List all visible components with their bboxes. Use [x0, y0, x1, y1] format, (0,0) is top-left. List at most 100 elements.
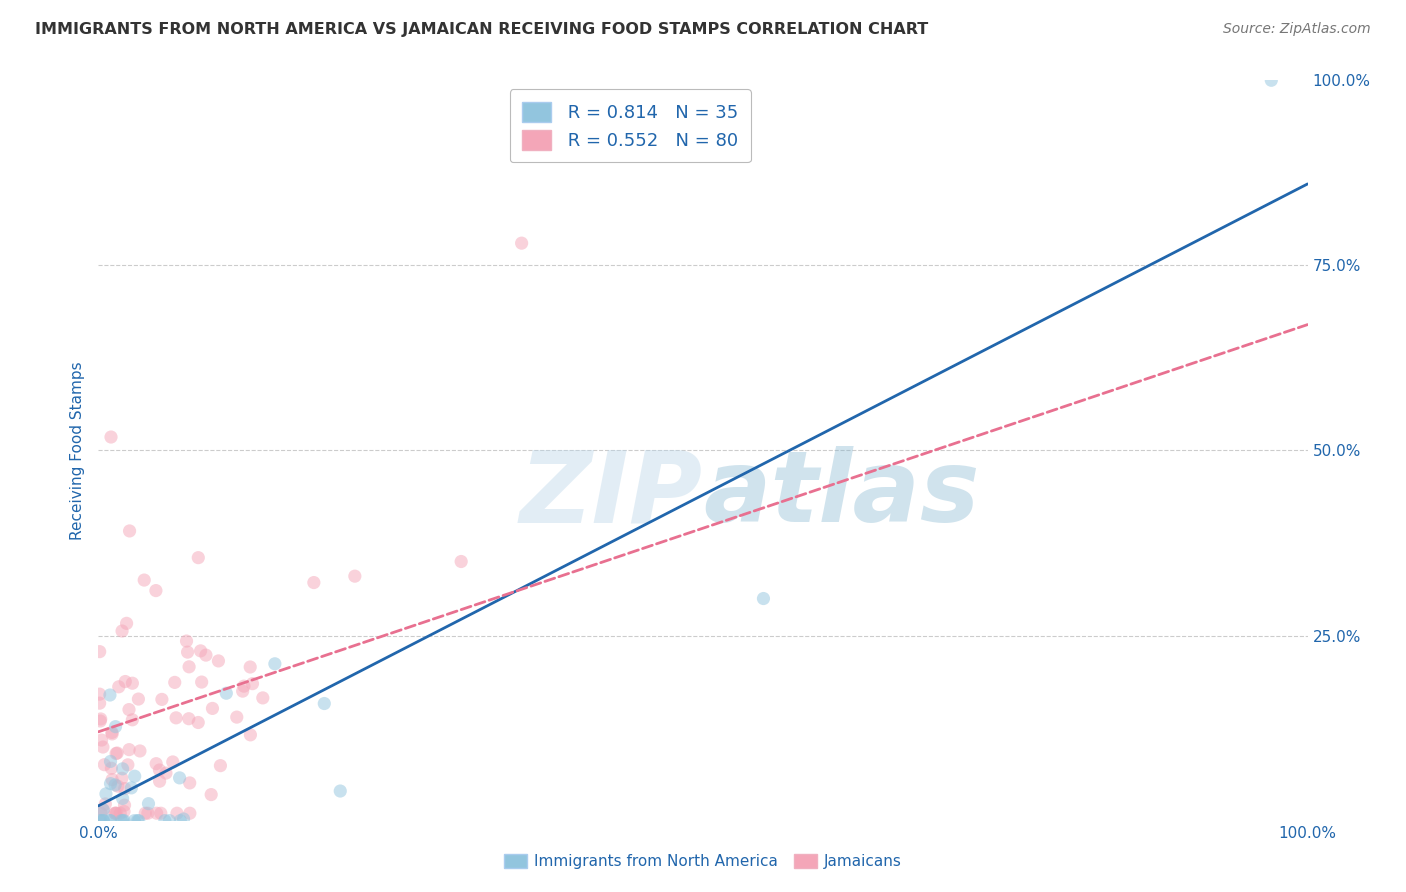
Point [100, 814, 122, 828]
Point [149, 806, 172, 821]
Point [129, 744, 152, 758]
Point [450, 555, 472, 569]
Point [187, 550, 209, 565]
Point [98, 688, 121, 702]
Point [163, 675, 186, 690]
Point [104, 720, 127, 734]
Point [115, 616, 138, 631]
Point [177, 660, 200, 674]
Point [118, 524, 141, 538]
Point [107, 680, 129, 694]
Point [138, 797, 160, 811]
Point [114, 674, 136, 689]
Point [91, 803, 114, 817]
Point [112, 805, 135, 819]
Point [149, 774, 172, 789]
Point [111, 762, 134, 776]
Point [121, 713, 143, 727]
Point [93, 757, 115, 772]
Point [148, 763, 170, 777]
Point [179, 776, 201, 790]
Point [242, 676, 264, 690]
Point [150, 692, 173, 706]
Point [105, 746, 128, 760]
Point [110, 806, 132, 821]
Point [127, 814, 149, 828]
Point [98, 814, 121, 828]
Point [232, 684, 254, 698]
Point [201, 701, 224, 715]
Legend: Immigrants from North America, Jamaicans: Immigrants from North America, Jamaicans [498, 848, 908, 875]
Point [1260, 73, 1282, 87]
Point [94, 787, 117, 801]
Point [105, 806, 128, 821]
Point [114, 798, 136, 813]
Point [233, 679, 256, 693]
Text: atlas: atlas [703, 446, 980, 543]
Point [263, 657, 285, 671]
Point [145, 756, 167, 771]
Point [176, 645, 198, 659]
Point [111, 791, 134, 805]
Point [117, 757, 139, 772]
Point [155, 766, 177, 780]
Point [239, 728, 262, 742]
Y-axis label: Receiving Food Stamps: Receiving Food Stamps [70, 361, 86, 540]
Point [343, 569, 366, 583]
Point [173, 812, 195, 826]
Point [176, 634, 198, 648]
Legend:  R = 0.814   N = 35,  R = 0.552   N = 80: R = 0.814 N = 35, R = 0.552 N = 80 [510, 89, 751, 162]
Point [121, 676, 143, 690]
Point [225, 710, 247, 724]
Point [89, 814, 111, 828]
Point [90, 806, 112, 821]
Point [124, 814, 146, 828]
Point [104, 806, 127, 821]
Point [111, 814, 134, 828]
Point [91, 739, 114, 754]
Point [124, 769, 146, 783]
Point [89, 687, 111, 701]
Point [215, 686, 238, 700]
Point [179, 806, 201, 821]
Point [90, 814, 112, 828]
Text: ZIP: ZIP [520, 446, 703, 543]
Point [165, 711, 187, 725]
Point [107, 779, 129, 793]
Point [200, 788, 222, 802]
Point [252, 690, 274, 705]
Point [104, 806, 127, 821]
Point [90, 733, 112, 747]
Point [329, 784, 352, 798]
Point [89, 714, 111, 728]
Point [91, 814, 114, 828]
Point [93, 814, 115, 828]
Point [110, 814, 132, 828]
Point [100, 776, 122, 791]
Point [118, 702, 141, 716]
Point [128, 814, 150, 828]
Point [100, 761, 122, 775]
Point [207, 654, 229, 668]
Point [114, 781, 136, 796]
Point [159, 814, 181, 828]
Point [187, 715, 209, 730]
Point [100, 755, 122, 769]
Point [134, 573, 156, 587]
Point [89, 645, 111, 659]
Point [239, 660, 262, 674]
Point [136, 806, 159, 821]
Point [302, 575, 325, 590]
Point [169, 814, 191, 828]
Point [101, 772, 124, 787]
Point [89, 696, 111, 710]
Point [314, 697, 336, 711]
Point [111, 772, 134, 786]
Point [91, 803, 114, 817]
Point [90, 712, 112, 726]
Point [104, 778, 127, 792]
Point [145, 583, 167, 598]
Point [111, 624, 134, 638]
Point [101, 727, 124, 741]
Point [209, 758, 232, 772]
